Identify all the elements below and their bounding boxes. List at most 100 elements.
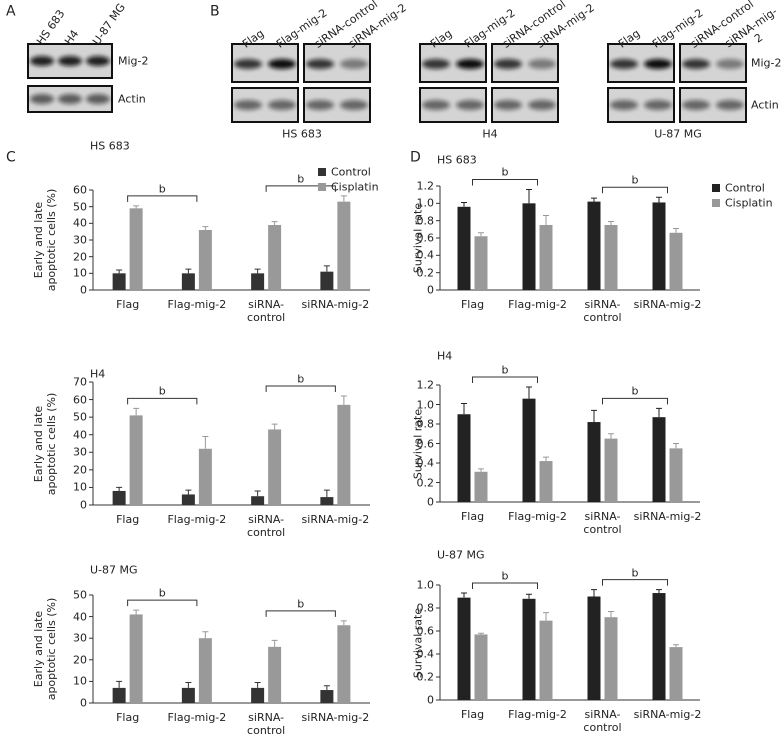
row-label: Mig-2	[751, 56, 782, 70]
bar	[251, 496, 265, 505]
bar	[587, 596, 601, 700]
group-label: U-87 MG	[654, 127, 702, 141]
y-tick-label: 20	[73, 653, 87, 667]
bar	[522, 598, 536, 700]
x-tick-label: Flag	[460, 298, 485, 311]
blot-band	[644, 59, 672, 69]
y-axis-title: Early and late apoptotic cells (%)	[32, 392, 58, 495]
error-bar	[340, 195, 347, 202]
error-bar	[673, 644, 679, 648]
bracket-label: b	[631, 384, 639, 398]
error-bar	[254, 268, 261, 274]
bar	[198, 638, 212, 703]
y-tick-label: 0.4	[416, 456, 435, 470]
x-tick-label: siRNA-mig-2	[301, 298, 370, 311]
bar	[268, 646, 282, 703]
chart-title: HS 683	[437, 153, 477, 167]
error-bar	[133, 407, 140, 416]
error-bar	[478, 232, 484, 237]
legend-swatch	[712, 199, 720, 207]
blot-band	[86, 56, 110, 66]
error-bar	[608, 433, 614, 439]
y-tick-label: 1.0	[416, 578, 435, 592]
significance-bracket	[602, 186, 668, 194]
chart-title: U-87 MG	[90, 563, 138, 577]
x-tick-label: siRNA- control	[247, 513, 286, 539]
significance-bracket	[602, 579, 668, 586]
x-tick-label: siRNA- control	[247, 711, 286, 736]
error-bar	[271, 639, 278, 647]
error-bar	[656, 589, 662, 594]
error-bar	[254, 681, 261, 688]
x-tick-label: Flag	[116, 513, 140, 526]
blot-band	[716, 59, 744, 69]
significance-bracket	[265, 610, 336, 617]
error-bar	[254, 490, 261, 497]
bar	[198, 230, 212, 290]
bar	[604, 225, 618, 290]
y-tick-label: 10	[73, 266, 87, 280]
y-tick-label: 0.8	[416, 601, 435, 615]
blot-band	[494, 59, 522, 69]
bar	[268, 225, 282, 290]
bar	[112, 490, 126, 505]
bar	[604, 438, 618, 502]
significance-bracket	[127, 195, 198, 202]
bar	[522, 203, 536, 290]
y-tick-label: 0	[80, 283, 87, 297]
y-tick-label: 1.0	[416, 398, 435, 411]
bar	[112, 687, 126, 703]
blot-band	[644, 100, 672, 110]
blot-band	[528, 100, 556, 110]
significance-bracket	[472, 582, 538, 590]
error-bar	[185, 489, 192, 495]
error-bar	[591, 589, 597, 597]
bar	[539, 461, 553, 502]
legend-label: Control	[331, 165, 371, 179]
blot-band	[610, 100, 638, 110]
y-tick-label: 0.8	[416, 417, 435, 431]
error-bar	[202, 226, 209, 230]
bar	[129, 415, 143, 505]
error-bar	[591, 197, 597, 202]
blot-band	[30, 94, 54, 104]
significance-bracket	[472, 376, 538, 383]
x-tick-label: siRNA- control	[247, 298, 286, 324]
y-axis-title: Early and late apoptotic cells (%)	[32, 188, 58, 292]
blot-band	[494, 100, 522, 110]
blot-band	[268, 100, 296, 110]
bar	[320, 690, 334, 703]
error-bar	[673, 443, 679, 449]
error-bar	[340, 620, 347, 626]
row-label: Mig-2	[118, 54, 149, 68]
blot-band	[306, 100, 334, 110]
significance-bracket	[472, 178, 538, 186]
panel-label: D	[410, 149, 421, 166]
y-tick-label: 10	[73, 674, 87, 688]
error-bar	[116, 680, 123, 688]
y-tick-label: 50	[73, 410, 87, 424]
chart-title: HS 683	[90, 139, 130, 153]
y-tick-label: 30	[73, 233, 87, 247]
blot-band	[456, 100, 484, 110]
error-bar	[608, 610, 614, 618]
bar	[198, 448, 212, 505]
y-tick-label: 20	[73, 250, 87, 264]
group-label: H4	[482, 127, 498, 141]
legend-label: Cisplatin	[331, 180, 379, 194]
blot-band	[30, 56, 54, 66]
panel-label: A	[6, 3, 16, 20]
blot-band	[58, 56, 82, 66]
bar	[652, 202, 666, 290]
y-tick-label: 1.0	[416, 196, 435, 210]
y-tick-label: 0	[80, 696, 87, 710]
blot-band	[456, 59, 484, 69]
bar	[522, 398, 536, 502]
row-label: Actin	[118, 92, 146, 106]
y-tick-label: 40	[73, 610, 87, 624]
legend-swatch	[318, 168, 326, 176]
x-tick-label: Flag	[116, 298, 140, 311]
significance-bracket	[127, 397, 198, 405]
blot-band	[610, 59, 638, 69]
